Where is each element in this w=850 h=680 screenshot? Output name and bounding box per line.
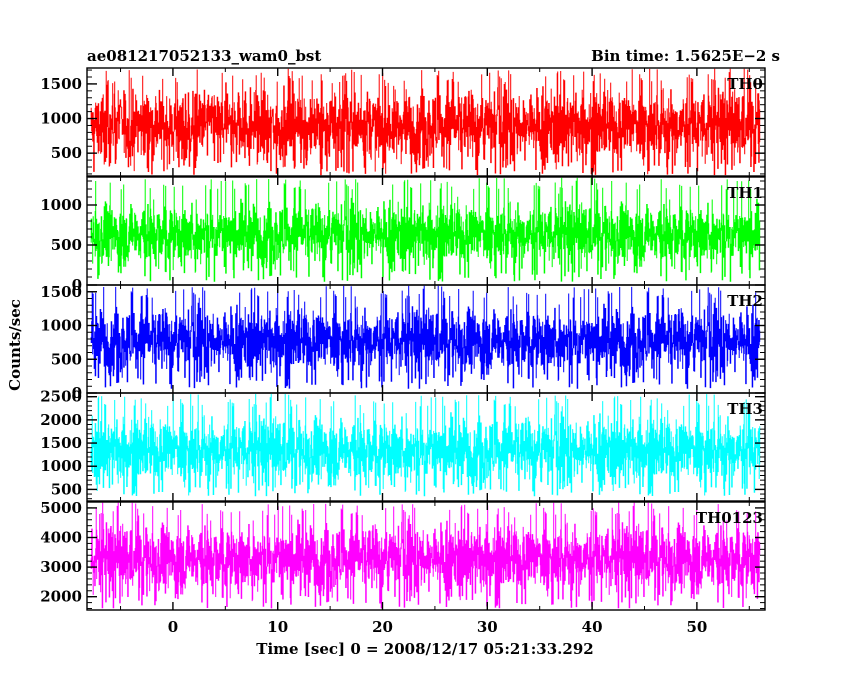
- panel-label-th1: TH1: [727, 184, 763, 202]
- y-tick-label: 5000: [40, 499, 82, 517]
- y-tick-label: 1000: [40, 110, 82, 128]
- series-line-th3: [90, 393, 761, 497]
- chart-title-right: Bin time: 1.5625E−2 s: [591, 47, 780, 65]
- y-tick-label: 1000: [40, 457, 82, 475]
- y-tick-label: 500: [51, 144, 82, 162]
- y-tick-label: 1500: [40, 75, 82, 93]
- panel-label-th2: TH2: [727, 292, 763, 310]
- series-line-th1: [90, 177, 761, 282]
- y-tick-label: 1000: [40, 317, 82, 335]
- panel-label-th3: TH3: [727, 400, 763, 418]
- x-tick-label: 40: [582, 618, 603, 636]
- series-line-th0: [90, 68, 761, 176]
- y-tick-label: 1500: [40, 434, 82, 452]
- y-tick-label: 2000: [40, 588, 82, 606]
- panel-th0123: 2000 3000 4000 5000 TH0123: [40, 499, 766, 611]
- y-tick-label: 1500: [40, 283, 82, 301]
- panel-th3: 500 1000 1500 2000 2500 TH3: [40, 388, 766, 502]
- y-tick-label: 4000: [40, 529, 82, 547]
- y-tick-label: 2500: [40, 388, 82, 406]
- y-tick-label: 500: [51, 236, 82, 254]
- panel-frame: [86, 501, 766, 611]
- y-tick-label: 2000: [40, 411, 82, 429]
- y-tick-label: 500: [51, 480, 82, 498]
- y-tick-label: 500: [51, 350, 82, 368]
- x-axis-title: Time [sec] 0 = 2008/12/17 05:21:33.292: [256, 640, 593, 658]
- chart-title-left: ae081217052133_wam0_bst: [87, 47, 321, 65]
- panel-th1: 0 500 1000 TH1: [40, 176, 766, 294]
- panel-label-th0: TH0: [727, 75, 763, 93]
- x-tick-label: 50: [686, 618, 707, 636]
- panel-th0: 500 1000 1500 TH0: [40, 67, 766, 177]
- panel-label-th0123: TH0123: [696, 509, 763, 527]
- y-axis-title: Counts/sec: [6, 299, 24, 391]
- x-tick-label: 0: [168, 618, 178, 636]
- panel-frame: [86, 392, 766, 502]
- x-tick-label: 10: [267, 618, 288, 636]
- series-line-th0123: [90, 502, 761, 609]
- x-tick-label: 20: [372, 618, 393, 636]
- x-tick-label: 30: [477, 618, 498, 636]
- panel-frame: [86, 67, 766, 177]
- series-line-th2: [90, 285, 761, 389]
- y-tick-label: 0: [72, 384, 82, 402]
- panel-th2: 0 500 1000 1500 TH2: [40, 283, 766, 402]
- y-tick-label: 0: [72, 276, 82, 294]
- y-tick-label: 1000: [40, 196, 82, 214]
- y-tick-label: 3000: [40, 558, 82, 576]
